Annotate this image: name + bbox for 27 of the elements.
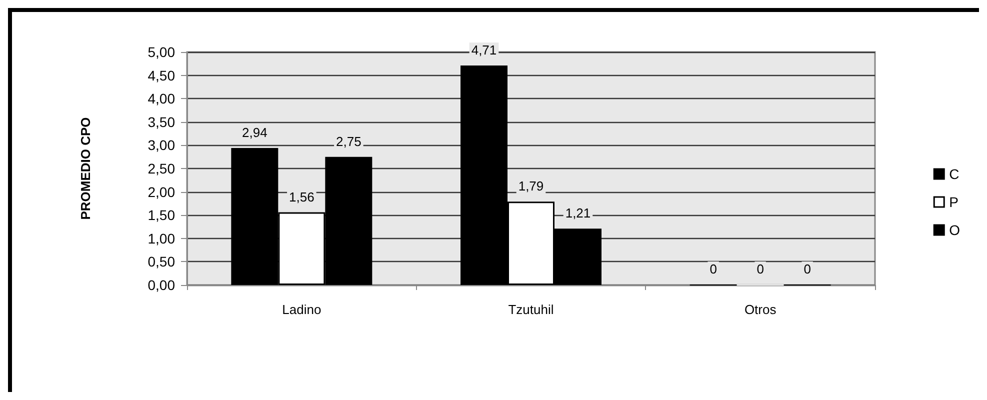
- y-axis-title: PROMEDIO CPO: [78, 117, 93, 220]
- data-label: 0: [804, 262, 811, 276]
- y-tick-label: 3,00: [148, 137, 176, 154]
- x-tick-label: Ladino: [282, 302, 322, 317]
- y-tick-label: 3,50: [148, 114, 176, 130]
- x-tick-label: Tzutuhil: [508, 302, 554, 317]
- legend-label: P: [949, 194, 958, 210]
- y-tick-label: 0,50: [148, 254, 176, 270]
- data-label: 0: [756, 262, 764, 276]
- data-label: 1,56: [289, 189, 314, 204]
- data-label: 1,79: [518, 178, 544, 194]
- y-tick-label: 5,00: [148, 44, 176, 60]
- y-tick-label: 0,00: [148, 277, 176, 293]
- data-label: 4,71: [471, 42, 497, 58]
- y-tick-label: 2,00: [148, 184, 176, 200]
- legend-label: C: [949, 166, 960, 182]
- y-tick-label: 4,00: [148, 90, 176, 107]
- y-tick-label: 1,00: [148, 230, 176, 246]
- y-tick-label: 2,50: [148, 160, 176, 176]
- legend-label: O: [949, 222, 960, 238]
- data-label: 0: [710, 262, 717, 276]
- data-label: 2,94: [242, 124, 268, 140]
- data-label: 2,75: [336, 134, 362, 149]
- y-tick-label: 4,50: [148, 67, 176, 84]
- x-tick-label: Otros: [744, 302, 777, 317]
- data-label: 1,21: [565, 206, 591, 221]
- y-tick-label: 1,50: [148, 207, 176, 224]
